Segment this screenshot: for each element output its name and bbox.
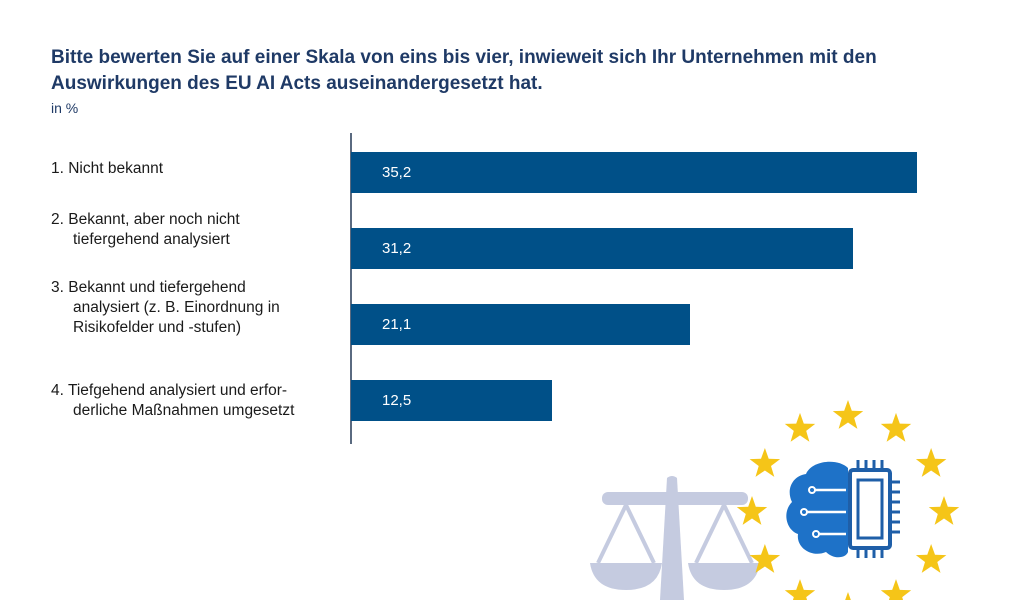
bar-value-label-4: 12,5 (382, 392, 412, 409)
bar-4 (351, 380, 552, 421)
chart-title-line-1: Bitte bewerten Sie auf einer Skala von e… (51, 47, 877, 68)
bar-1 (351, 152, 917, 193)
eu-star-icon (880, 412, 912, 442)
category-label-1-line-1: 1. Nicht bekannt (51, 160, 164, 177)
category-label-2-line-1: 2. Bekannt, aber noch nicht (51, 211, 240, 228)
category-label-2-line-2: tiefergehend analysiert (73, 231, 230, 248)
eu-star-icon (736, 496, 768, 525)
scales-of-justice-icon (590, 476, 760, 600)
eu-star-icon (832, 400, 864, 429)
unit-label: in % (51, 100, 79, 116)
eu-star-icon (749, 544, 781, 573)
category-label-3-line-3: Risikofelder und -stufen) (73, 319, 241, 336)
category-axis-line (350, 133, 352, 444)
category-label-4-line-1: 4. Tiefgehend analysiert und erfor- (51, 382, 288, 399)
eu-star-icon (880, 579, 912, 600)
category-label-3: 3. Bekannt und tiefergehend analysiert (… (51, 278, 341, 338)
category-label-3-line-1: 3. Bekannt und tiefergehend (51, 279, 246, 296)
eu-star-icon (845, 592, 851, 600)
category-label-1: 1. Nicht bekannt (51, 159, 341, 179)
category-label-2: 2. Bekannt, aber noch nicht tiefergehend… (51, 210, 341, 250)
eu-star-icon (749, 448, 781, 477)
eu-star-icon (784, 412, 816, 442)
category-label-3-line-2: analysiert (z. B. Einordnung in (73, 299, 280, 316)
bar-value-label-3: 21,1 (382, 316, 412, 333)
ai-brain-chip-icon (786, 460, 900, 558)
eu-star-icon (915, 544, 947, 573)
bar-2 (351, 228, 853, 269)
eu-star-icon (915, 448, 947, 477)
eu-star-icon (784, 579, 816, 600)
chart-title: Bitte bewerten Sie auf einer Skala von e… (51, 45, 951, 97)
eu-star-icon (928, 496, 960, 525)
category-label-4: 4. Tiefgehend analysiert und erfor- derl… (51, 381, 341, 421)
category-label-4-line-2: derliche Maßnahmen umgesetzt (73, 402, 295, 419)
eu-stars-icon (736, 400, 960, 600)
chart-title-line-2: Auswirkungen des EU AI Acts auseinanderg… (51, 73, 543, 94)
bar-value-label-1: 35,2 (382, 164, 412, 181)
bar-3 (351, 304, 691, 345)
bar-value-label-2: 31,2 (382, 240, 412, 257)
